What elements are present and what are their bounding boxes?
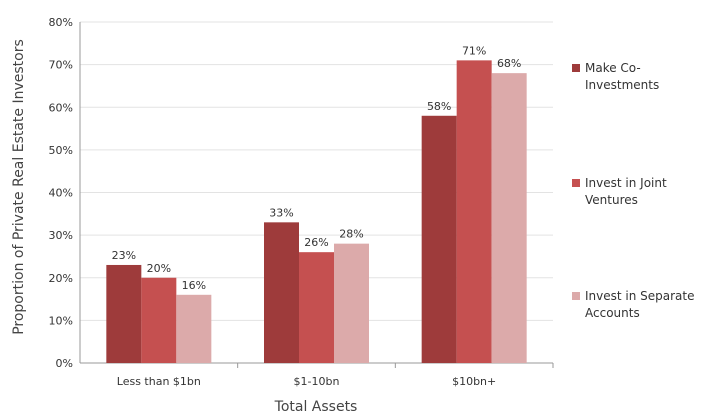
data-label: 23%	[112, 249, 136, 262]
x-axis-title: Total Assets	[274, 399, 358, 415]
legend-item: Invest in Separate Accounts	[572, 289, 695, 320]
data-label: 26%	[304, 236, 328, 249]
data-label: 58%	[427, 100, 451, 113]
bars	[106, 60, 527, 364]
legend-item: Make Co- Investments	[572, 61, 659, 92]
data-label: 16%	[182, 279, 206, 292]
bar	[141, 277, 177, 363]
y-tick-label: 80%	[49, 16, 73, 29]
legend-label: Invest in Joint	[585, 176, 667, 190]
y-tick-label: 60%	[49, 101, 73, 114]
bar	[176, 294, 212, 363]
legend-swatch	[572, 179, 580, 187]
legend-swatch	[572, 64, 580, 72]
data-label: 71%	[462, 44, 486, 57]
y-tick-label: 50%	[49, 144, 73, 157]
legend-label: Make Co-	[585, 61, 641, 75]
y-axis-title: Proportion of Private Real Estate Invest…	[11, 39, 27, 335]
x-tick-label: $1-10bn	[294, 375, 340, 388]
data-label: 68%	[497, 57, 521, 70]
legend: Make Co- Investments Invest in Joint Ventur…	[572, 61, 695, 320]
data-label: 20%	[147, 262, 171, 275]
legend-swatch	[572, 292, 580, 300]
legend-label: Accounts	[585, 306, 640, 320]
legend-label: Invest in Separate	[585, 289, 695, 303]
y-tick-label: 30%	[49, 229, 73, 242]
legend-item: Invest in Joint Ventures	[572, 176, 667, 207]
bar	[106, 264, 142, 363]
x-tick-label: Less than $1bn	[117, 375, 201, 388]
bar	[299, 252, 334, 363]
legend-label: Ventures	[585, 193, 638, 207]
bar	[491, 73, 527, 364]
y-tick-label: 40%	[49, 187, 73, 200]
y-tick-label: 10%	[49, 314, 73, 327]
data-labels: 23% 20% 16% 33% 26% 28% 58% 71% 68%	[112, 44, 522, 291]
y-tick-label: 0%	[56, 357, 73, 370]
y-tick-label: 20%	[49, 272, 73, 285]
data-label: 28%	[339, 228, 363, 241]
bar	[334, 243, 369, 363]
x-tick-label: $10bn+	[452, 375, 496, 388]
y-tick-label: 70%	[49, 59, 73, 72]
data-label: 33%	[269, 206, 293, 219]
bar	[456, 60, 492, 364]
bar	[264, 222, 299, 363]
legend-label: Investments	[585, 78, 659, 92]
bar	[421, 115, 457, 364]
